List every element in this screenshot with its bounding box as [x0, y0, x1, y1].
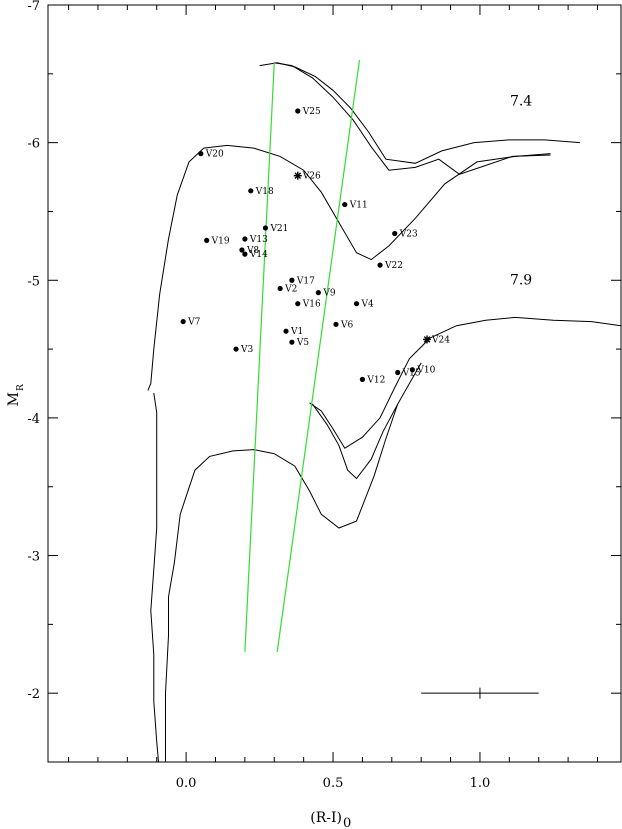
star-label-v6: V6 [340, 320, 353, 330]
star-label-v22: V22 [384, 261, 403, 271]
star-marker-v1 [283, 328, 289, 334]
star-marker-v19 [204, 237, 210, 243]
star-marker-v16 [295, 301, 301, 307]
star-marker-v8 [239, 247, 245, 253]
star-marker-v17 [289, 277, 295, 283]
star-label-v8: V8 [246, 246, 259, 256]
star-label-v13: V13 [249, 235, 268, 245]
star-label-v2: V2 [284, 285, 297, 295]
star-marker-v13 [242, 236, 248, 242]
isochrone-oldest [165, 403, 399, 762]
star-marker-v5 [289, 339, 295, 345]
isochrone-age-label-7-4: 7.4 [510, 93, 532, 109]
star-marker-v21 [262, 225, 269, 231]
star-label-v11: V11 [349, 201, 368, 211]
star-label-v1: V1 [290, 327, 303, 337]
star-marker-v11 [342, 201, 348, 208]
star-label-v23: V23 [399, 229, 418, 239]
text-labels-layer: V1 V2 V3 V4 V5 V6 V7 V8 V9 V10 V11 V12 V13 V14 V15 V16 V… [27, 0, 532, 791]
x-tick-label: 0.0 [176, 776, 197, 791]
star-marker-v15 [395, 369, 401, 376]
star-marker-v3 [233, 346, 239, 352]
isochrone-7-9-loop [309, 316, 621, 449]
y-tick-label: -4 [27, 412, 40, 427]
asterisk-stroke [423, 336, 431, 343]
isochrone-7-4-envelope [274, 62, 551, 175]
star-label-v25: V25 [302, 107, 321, 117]
error-bar [421, 687, 539, 699]
star-label-v4: V4 [361, 300, 374, 310]
star-markers-layer [180, 108, 432, 382]
star-marker-v25 [295, 108, 301, 114]
star-label-v10: V10 [416, 366, 435, 376]
y-tick-label: -2 [27, 687, 40, 702]
star-marker-v6 [333, 321, 339, 327]
star-label-v7: V7 [187, 318, 200, 328]
star-marker-v2 [277, 285, 283, 292]
star-label-v14: V14 [249, 250, 268, 260]
star-label-v15: V15 [402, 368, 421, 378]
star-marker-v7 [180, 318, 186, 325]
star-label-v5: V5 [296, 338, 309, 348]
y-tick-label: -7 [27, 0, 40, 14]
instability-red-edge [276, 59, 361, 652]
asterisk-stroke [294, 172, 302, 179]
y-tick-label: -3 [27, 550, 40, 565]
isochrone-layer [147, 62, 621, 762]
star-marker-v10 [409, 367, 415, 373]
isochrone-age-label-7-9: 7.9 [510, 272, 532, 288]
star-label-v21: V21 [269, 224, 288, 234]
star-label-v26: V26 [302, 172, 321, 182]
star-label-v19: V19 [211, 236, 230, 246]
y-axis-title-subscript: R [16, 384, 26, 391]
star-label-v3: V3 [240, 345, 253, 355]
star-marker-v4 [353, 301, 360, 307]
star-marker-v12 [359, 376, 366, 382]
star-marker-v22 [377, 262, 383, 268]
x-axis-title-subscript: 0 [343, 816, 351, 829]
star-marker-v24 [423, 335, 432, 344]
star-label-v9: V9 [322, 289, 335, 299]
star-marker-v18 [248, 188, 254, 194]
plot-frame [47, 4, 622, 763]
star-marker-v26 [293, 171, 302, 180]
isochrone-7-9 [147, 144, 551, 391]
instability-strip-layer [244, 59, 361, 652]
star-label-v20: V20 [205, 150, 224, 160]
y-tick-label: -6 [27, 137, 40, 152]
star-label-v18: V18 [255, 187, 274, 197]
star-marker-v9 [315, 290, 321, 296]
y-tick-label: -5 [27, 274, 40, 289]
isochrone-older [150, 393, 159, 762]
isochrone-7-9-loop-lower [312, 362, 422, 480]
star-label-v17: V17 [296, 276, 315, 286]
x-tick-label: 0.5 [323, 776, 344, 791]
star-marker-v23 [392, 230, 398, 237]
axis-ticks-layer [48, 4, 621, 763]
y-axis-title: M [6, 392, 22, 406]
star-marker-v20 [198, 151, 204, 157]
star-label-v12: V12 [366, 375, 385, 385]
x-axis-title: (R-I) [310, 810, 342, 826]
star-label-v16: V16 [302, 300, 321, 310]
star-marker-v14 [242, 251, 248, 257]
instability-blue-edge [244, 62, 275, 652]
star-label-v24: V24 [431, 335, 450, 345]
x-tick-label: 1.0 [470, 776, 491, 791]
isochrone-7-4 [259, 62, 580, 164]
